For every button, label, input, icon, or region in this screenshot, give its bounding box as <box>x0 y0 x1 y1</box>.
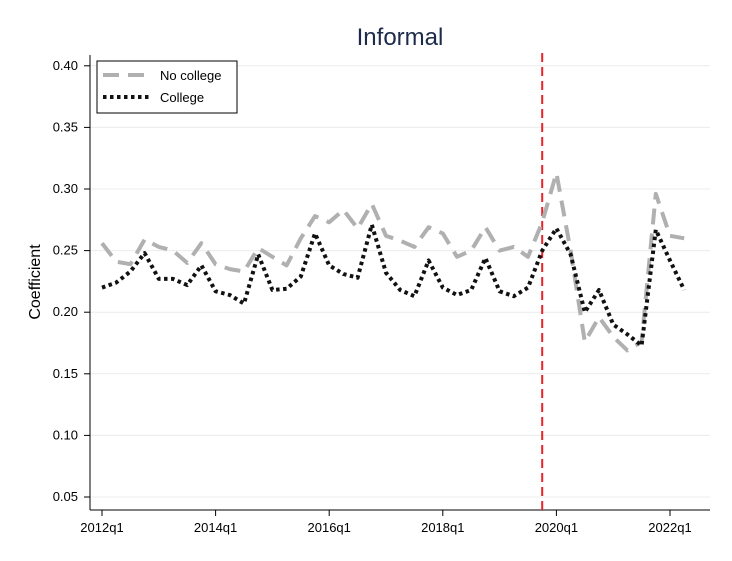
series-group <box>100 171 687 353</box>
legend: No college College <box>96 60 238 114</box>
y-tick-label: 0.25 <box>53 243 78 258</box>
axes: 0.05 0.10 0.15 0.20 0.25 0.30 0.35 0.40 2012q1 20… <box>53 55 710 535</box>
y-tick-label: 0.05 <box>53 489 78 504</box>
y-tick-label: 0.30 <box>53 181 78 196</box>
legend-label: College <box>160 90 204 105</box>
x-tick-label: 2020q1 <box>535 520 578 535</box>
x-tick-label: 2016q1 <box>308 520 351 535</box>
series-line-college <box>101 222 687 348</box>
x-tick-label: 2014q1 <box>194 520 237 535</box>
y-axis-label: Coefficient <box>27 244 44 320</box>
series-line-no-college <box>100 171 685 353</box>
y-tick-label: 0.15 <box>53 366 78 381</box>
legend-label: No college <box>160 68 221 83</box>
y-tick-label: 0.40 <box>53 58 78 73</box>
y-tick-label: 0.10 <box>53 427 78 442</box>
legend-box <box>96 60 238 114</box>
y-tick-label: 0.35 <box>53 119 78 134</box>
x-tick-label: 2022q1 <box>648 520 691 535</box>
x-tick-label: 2018q1 <box>421 520 464 535</box>
chart-title: Informal <box>357 24 444 51</box>
x-tick-label: 2012q1 <box>80 520 123 535</box>
y-tick-label: 0.20 <box>53 304 78 319</box>
